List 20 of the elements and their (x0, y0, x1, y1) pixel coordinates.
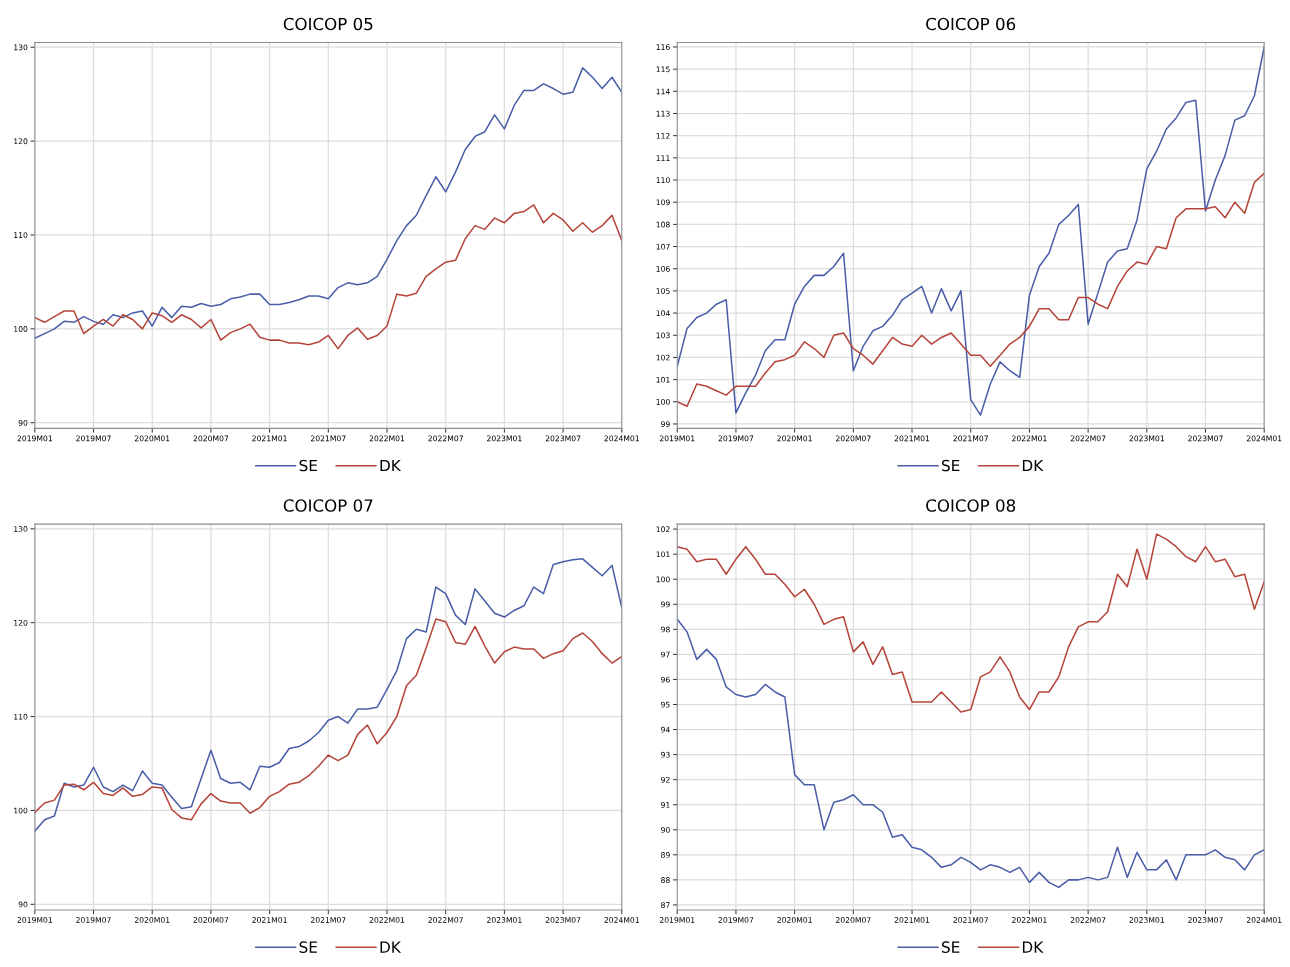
legend-label: SE (299, 941, 317, 953)
legend-label: DK (1022, 941, 1044, 953)
line-series (34, 618, 622, 821)
line-series (34, 204, 622, 350)
chart-title: COICOP 05 (283, 17, 373, 31)
line-series (677, 172, 1265, 407)
line-series (677, 618, 1265, 889)
legend-label: DK (380, 941, 402, 953)
legend-label: DK (380, 459, 402, 472)
legend-label: DK (1022, 459, 1044, 472)
line-series (34, 67, 622, 340)
line-series (677, 46, 1265, 416)
legend-label: SE (299, 459, 317, 472)
line-series (34, 558, 622, 832)
line-series (677, 533, 1265, 713)
legend-label: SE (942, 941, 960, 953)
chart-title: COICOP 07 (283, 499, 373, 512)
chart-title: COICOP 06 (926, 17, 1016, 31)
legend-label: SE (942, 459, 960, 472)
chart-title: COICOP 08 (926, 499, 1016, 512)
